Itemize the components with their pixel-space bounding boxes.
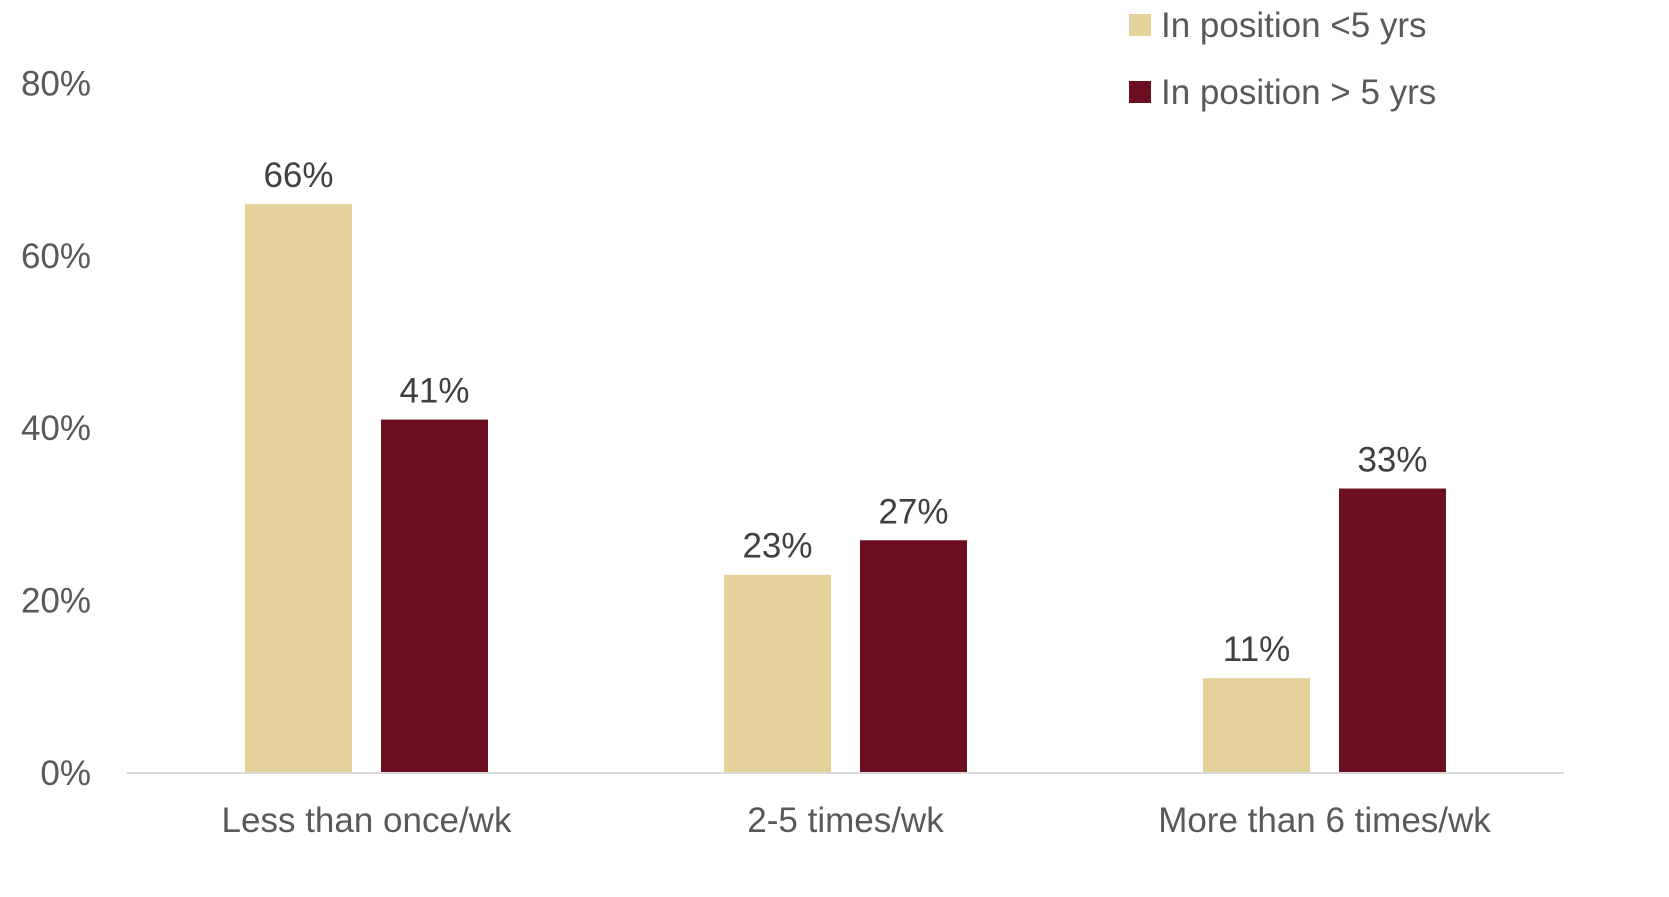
x-category-label: More than 6 times/wk bbox=[1158, 801, 1491, 840]
data-labels: 66% 41% 23% 27% 11% 33% bbox=[263, 156, 1427, 669]
bar-value-label: 23% bbox=[742, 527, 812, 566]
bar-under-5-yrs bbox=[1203, 678, 1310, 773]
y-tick-label: 40% bbox=[21, 409, 91, 448]
bar-over-5-yrs bbox=[860, 540, 967, 773]
bar-value-label: 27% bbox=[878, 492, 948, 531]
bar-over-5-yrs bbox=[1339, 488, 1446, 773]
x-axis-tick-labels: Less than once/wk 2-5 times/wk More than 6… bbox=[222, 801, 1492, 840]
bar-group bbox=[245, 204, 1446, 773]
bar-value-label: 11% bbox=[1223, 630, 1290, 669]
y-axis-tick-labels: 0% 20% 40% 60% 80% bbox=[21, 64, 91, 793]
x-category-label: Less than once/wk bbox=[222, 801, 512, 840]
legend-label: In position <5 yrs bbox=[1161, 6, 1427, 45]
y-tick-label: 20% bbox=[21, 582, 91, 621]
bar-under-5-yrs bbox=[245, 204, 352, 773]
y-tick-label: 0% bbox=[40, 754, 91, 793]
x-category-label: 2-5 times/wk bbox=[747, 801, 944, 840]
legend-swatch bbox=[1129, 81, 1151, 103]
legend-label: In position > 5 yrs bbox=[1161, 73, 1436, 112]
legend: In position <5 yrs In position > 5 yrs bbox=[1129, 6, 1436, 112]
y-tick-label: 80% bbox=[21, 64, 91, 103]
bar-over-5-yrs bbox=[381, 419, 488, 773]
bar-value-label: 41% bbox=[399, 372, 469, 411]
bar-under-5-yrs bbox=[724, 574, 831, 773]
legend-swatch bbox=[1129, 14, 1151, 36]
bar-value-label: 33% bbox=[1357, 441, 1427, 480]
bar-value-label: 66% bbox=[263, 156, 333, 195]
y-tick-label: 60% bbox=[21, 237, 91, 276]
